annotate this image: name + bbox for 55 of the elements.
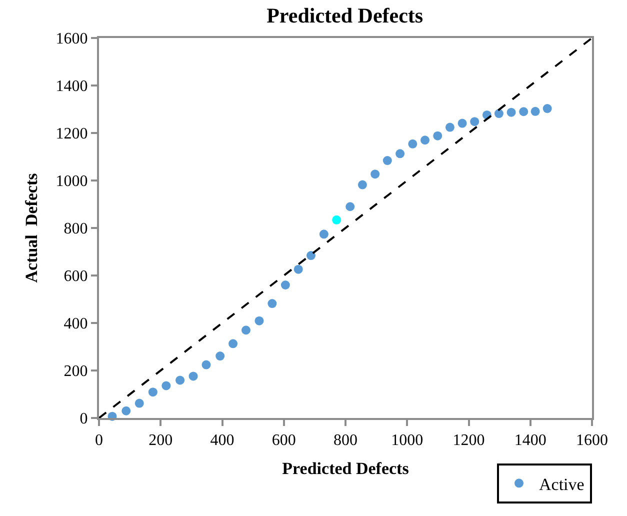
point — [506, 108, 516, 117]
point — [176, 376, 185, 385]
point — [241, 326, 250, 335]
point — [408, 139, 418, 148]
point — [216, 352, 225, 361]
x-tick-label: 400 — [210, 432, 234, 450]
point — [433, 131, 442, 140]
point — [202, 360, 211, 370]
point — [332, 215, 342, 224]
point — [530, 106, 540, 116]
x-tick-label: 1600 — [576, 432, 608, 450]
y-tick-label: 0 — [80, 410, 88, 428]
point — [542, 104, 552, 114]
point — [494, 109, 504, 118]
point — [346, 202, 355, 212]
point — [319, 230, 328, 239]
point — [396, 149, 405, 158]
chart-title: Predicted Defects — [266, 3, 424, 28]
point — [188, 372, 198, 381]
legend-label: Active — [539, 474, 584, 494]
y-axis-title: Actual Defects — [22, 172, 41, 283]
point — [306, 251, 316, 260]
point — [382, 156, 392, 166]
point — [358, 180, 367, 190]
point — [254, 316, 264, 326]
x-tick-label: 1000 — [391, 432, 424, 450]
point — [458, 118, 467, 128]
y-tick-label: 1600 — [56, 30, 88, 48]
y-tick-label: 800 — [64, 220, 88, 238]
y-tick-label: 400 — [64, 316, 88, 333]
point — [228, 339, 238, 348]
y-tick-label: 600 — [64, 268, 88, 286]
point — [122, 406, 131, 416]
point — [445, 122, 454, 132]
y-tick-label: 1400 — [56, 78, 88, 96]
x-axis-title: Predicted Defects — [282, 459, 410, 478]
point — [294, 264, 303, 274]
x-tick-label: 0 — [95, 432, 103, 450]
x-tick-label: 800 — [334, 432, 358, 450]
point — [280, 280, 290, 290]
point — [148, 388, 158, 397]
point — [420, 136, 430, 145]
point — [470, 117, 480, 126]
point — [162, 381, 171, 390]
point — [268, 299, 277, 308]
x-tick-label: 1200 — [452, 432, 485, 450]
point — [370, 170, 380, 179]
x-tick-label: 200 — [148, 432, 173, 450]
y-tick-label: 200 — [64, 363, 88, 380]
point — [519, 107, 528, 116]
x-tick-label: 600 — [272, 432, 296, 450]
y-tick-label: 1200 — [56, 126, 88, 143]
y-tick-label: 1000 — [56, 173, 88, 190]
point — [134, 398, 144, 408]
x-tick-label: 1400 — [514, 432, 546, 450]
